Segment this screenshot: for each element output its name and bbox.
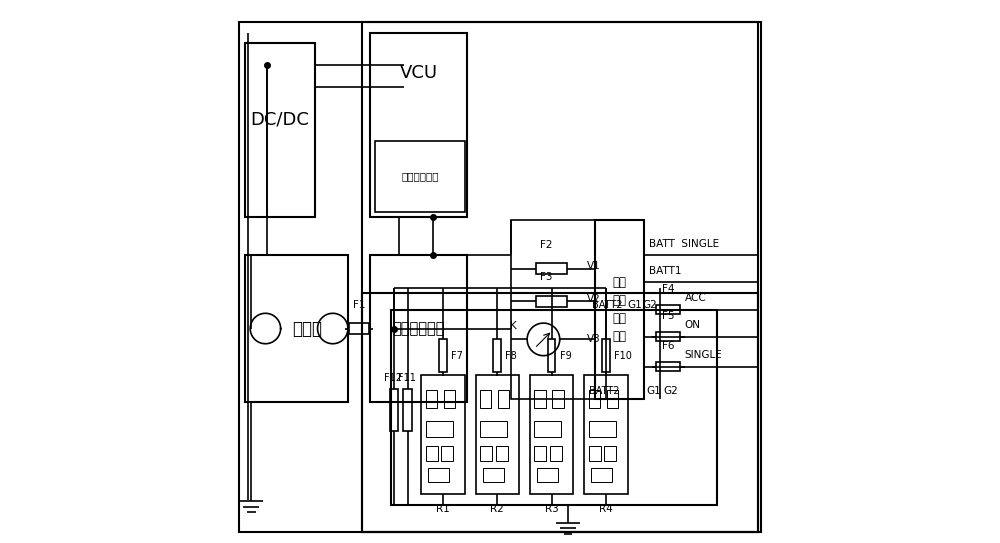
Bar bbox=[595, 220, 644, 399]
Bar bbox=[496, 446, 508, 460]
Text: V2: V2 bbox=[587, 294, 601, 304]
Bar bbox=[426, 421, 453, 437]
Text: F1: F1 bbox=[353, 300, 365, 310]
Text: 电压检测单元: 电压检测单元 bbox=[401, 172, 439, 181]
Bar bbox=[426, 390, 437, 408]
Text: V3: V3 bbox=[587, 334, 601, 344]
Text: F9: F9 bbox=[560, 351, 571, 361]
Text: VCU: VCU bbox=[399, 64, 438, 82]
Bar bbox=[550, 446, 562, 460]
Text: F6: F6 bbox=[662, 342, 675, 351]
Bar bbox=[428, 468, 449, 482]
Text: F4: F4 bbox=[662, 285, 675, 294]
Text: ON: ON bbox=[685, 320, 701, 330]
Bar bbox=[245, 43, 315, 217]
Bar bbox=[548, 339, 555, 372]
Text: BATT2: BATT2 bbox=[589, 387, 620, 396]
Text: V1: V1 bbox=[587, 261, 601, 271]
Text: G1: G1 bbox=[627, 300, 642, 310]
Bar bbox=[584, 375, 628, 494]
Bar bbox=[537, 468, 558, 482]
Bar bbox=[362, 22, 758, 532]
Bar bbox=[534, 446, 546, 460]
Bar bbox=[480, 421, 507, 437]
Bar bbox=[656, 362, 680, 371]
Text: 电磁
干扰
屏蔽
单元: 电磁 干扰 屏蔽 单元 bbox=[612, 276, 626, 343]
Bar bbox=[534, 421, 561, 437]
Text: G2: G2 bbox=[663, 387, 678, 396]
Text: F7: F7 bbox=[451, 351, 463, 361]
Text: R1: R1 bbox=[436, 504, 450, 514]
Text: F5: F5 bbox=[662, 312, 675, 321]
Bar bbox=[602, 339, 610, 372]
Bar bbox=[362, 293, 758, 532]
Bar bbox=[390, 389, 398, 431]
Text: K: K bbox=[510, 321, 517, 331]
Bar bbox=[530, 375, 573, 494]
Text: F12: F12 bbox=[384, 373, 402, 383]
Text: F11: F11 bbox=[398, 373, 416, 383]
Bar bbox=[439, 339, 447, 372]
Bar bbox=[441, 446, 453, 460]
Bar bbox=[591, 468, 612, 482]
Bar bbox=[476, 375, 519, 494]
Bar bbox=[536, 296, 567, 307]
Bar bbox=[589, 446, 601, 460]
Text: BATT1: BATT1 bbox=[649, 266, 682, 276]
Bar bbox=[421, 375, 465, 494]
Bar bbox=[349, 323, 369, 334]
Bar bbox=[483, 468, 504, 482]
Bar bbox=[656, 332, 680, 341]
Bar bbox=[607, 390, 618, 408]
Text: F3: F3 bbox=[540, 273, 552, 282]
Bar bbox=[426, 446, 438, 460]
Text: F2: F2 bbox=[540, 240, 552, 250]
Text: F10: F10 bbox=[614, 351, 632, 361]
Bar bbox=[604, 446, 616, 460]
Bar bbox=[536, 263, 567, 274]
Bar bbox=[370, 33, 467, 217]
Text: 蓄电池: 蓄电池 bbox=[292, 319, 322, 338]
Bar bbox=[480, 446, 492, 460]
Bar bbox=[480, 390, 491, 408]
Text: 电流检测单元: 电流检测单元 bbox=[392, 321, 445, 336]
Text: SINGLE: SINGLE bbox=[685, 350, 722, 360]
Bar bbox=[589, 390, 600, 408]
Text: R2: R2 bbox=[490, 504, 504, 514]
Bar bbox=[493, 339, 501, 372]
Bar bbox=[245, 255, 348, 402]
Text: G2: G2 bbox=[642, 300, 657, 310]
Bar bbox=[498, 390, 509, 408]
Bar bbox=[391, 310, 717, 505]
Text: BATT2: BATT2 bbox=[592, 300, 622, 310]
Text: DC/DC: DC/DC bbox=[251, 110, 310, 129]
Bar bbox=[403, 389, 412, 431]
Bar bbox=[589, 421, 616, 437]
Bar bbox=[552, 390, 564, 408]
Text: ACC: ACC bbox=[685, 293, 706, 303]
Text: BATT  SINGLE: BATT SINGLE bbox=[649, 239, 719, 249]
Bar bbox=[375, 141, 465, 212]
Text: F8: F8 bbox=[505, 351, 517, 361]
Bar bbox=[370, 255, 467, 402]
Text: R4: R4 bbox=[599, 504, 613, 514]
Bar bbox=[656, 305, 680, 314]
Bar bbox=[511, 220, 595, 399]
Text: G1: G1 bbox=[647, 387, 661, 396]
Text: R3: R3 bbox=[545, 504, 558, 514]
Bar bbox=[534, 390, 546, 408]
Bar bbox=[444, 390, 455, 408]
